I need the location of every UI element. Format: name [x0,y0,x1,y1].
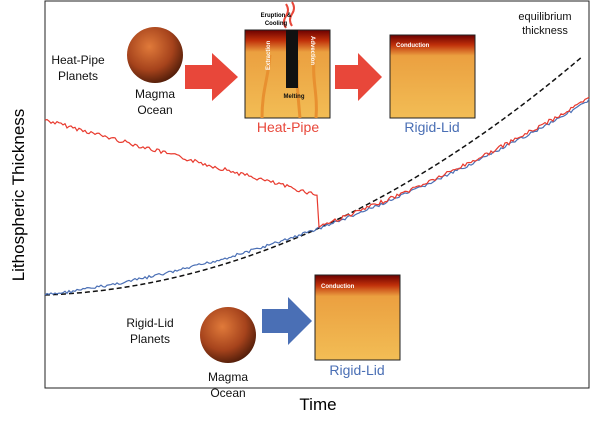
planet-label: Heat-Pipe [51,53,105,67]
planet [127,27,183,83]
panel-title: Heat-Pipe [257,119,319,135]
figure: Time Lithospheric Thickness equilibrium … [0,0,590,418]
arrow [185,53,238,101]
planet-label: Planets [130,332,170,346]
x-axis-label: Time [299,395,336,414]
panel-text: Advection [309,36,315,65]
panel-title: Rigid-Lid [404,119,459,135]
arrow [335,53,382,101]
curve-label: thickness [522,25,568,37]
conduit [286,30,298,88]
planet-label: Rigid-Lid [126,316,173,330]
planet-label: Planets [58,69,98,83]
panel-text: Melting [284,94,305,100]
panel-text: Conduction [321,284,355,290]
panel-text: Cooling [265,21,288,27]
curve-label: equilibrium [518,11,571,23]
ocean-label: Ocean [137,103,172,117]
y-axis-label: Lithospheric Thickness [9,109,28,282]
ocean-label: Magma [208,370,248,384]
panel-text: Extraction [266,40,272,70]
panel-text: Eruption & [261,13,292,19]
ocean-label: Magma [135,87,175,101]
ocean-label: Ocean [210,386,245,400]
arrow [262,297,312,345]
panel-title: Rigid-Lid [329,362,384,378]
panel-text: Conduction [396,43,430,49]
planet [200,307,256,363]
